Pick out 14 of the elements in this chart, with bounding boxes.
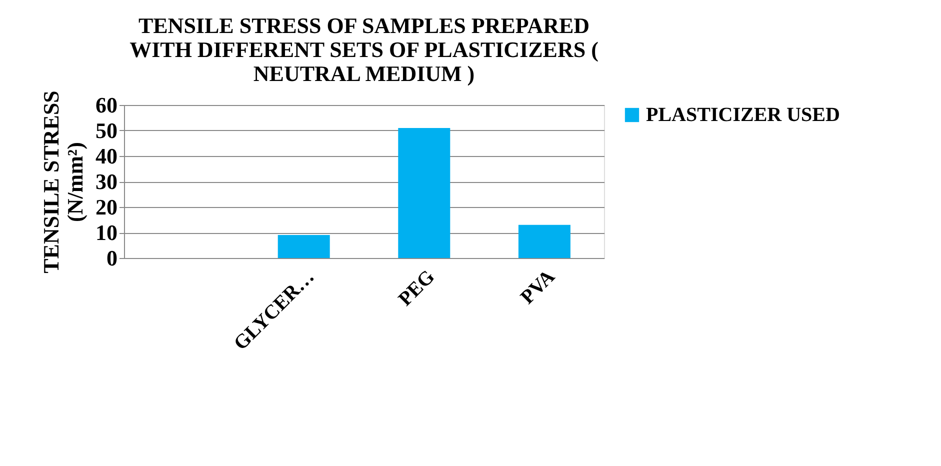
y-tick-label: 60 [96, 92, 118, 118]
bar [398, 128, 450, 258]
x-tick-label: PVA [516, 265, 560, 309]
bar [278, 235, 330, 258]
y-tick-label: 30 [96, 169, 118, 194]
y-axis-title: TENSILE STRESS (N/mm²) [38, 90, 88, 274]
y-tick-label: 50 [96, 118, 118, 143]
y-tick-label: 10 [96, 220, 118, 245]
y-tick-label: 40 [96, 144, 118, 168]
legend-label: PLASTICIZER USED [646, 104, 840, 126]
y-tick-label: 20 [96, 194, 118, 220]
chart-title: TENSILE STRESS OF SAMPLES PREPARED WITH DIFFERENT SETS OF PLASTICIZERS ( NEUTRAL MEDIUM ) [130, 13, 598, 86]
bar [518, 224, 570, 258]
y-tick-label: 0 [106, 246, 118, 270]
